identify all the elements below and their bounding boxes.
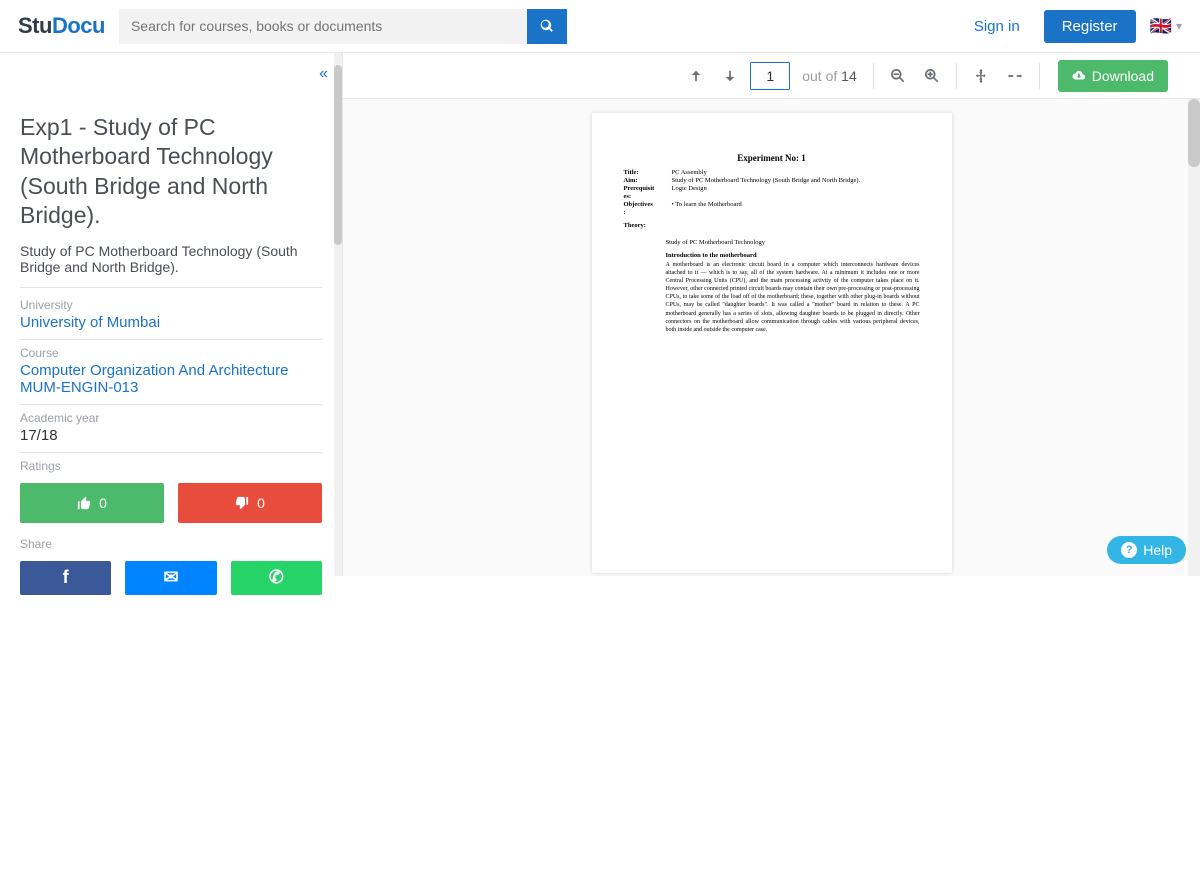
viewer-toolbar: out of 14 Download bbox=[343, 53, 1200, 99]
downvote-button[interactable]: 0 bbox=[178, 483, 322, 523]
logo[interactable]: StuDocu bbox=[18, 13, 105, 39]
help-label: Help bbox=[1143, 542, 1172, 558]
collapse-sidebar-button[interactable]: « bbox=[319, 65, 328, 83]
page-number-input[interactable] bbox=[750, 62, 790, 90]
fit-horizontal-icon bbox=[1008, 69, 1022, 83]
document-title: Exp1 - Study of PC Motherboard Technolog… bbox=[20, 113, 322, 231]
help-button[interactable]: ? Help bbox=[1107, 536, 1186, 564]
viewer-scrollbar[interactable] bbox=[1188, 99, 1200, 576]
sidebar: « Exp1 - Study of PC Motherboard Technol… bbox=[0, 53, 342, 576]
search-box bbox=[119, 9, 567, 44]
upvote-count: 0 bbox=[99, 495, 107, 511]
zoom-in-button[interactable] bbox=[918, 62, 946, 90]
download-button[interactable]: Download bbox=[1058, 60, 1168, 92]
help-icon: ? bbox=[1121, 542, 1137, 558]
share-facebook-button[interactable]: f bbox=[20, 561, 111, 595]
arrow-up-icon bbox=[689, 69, 703, 83]
share-messenger-button[interactable]: ✉ bbox=[125, 561, 216, 595]
download-label: Download bbox=[1092, 68, 1154, 84]
search-icon bbox=[540, 19, 554, 33]
page-up-button[interactable] bbox=[682, 62, 710, 90]
zoom-out-button[interactable] bbox=[884, 62, 912, 90]
logo-part1: Stu bbox=[18, 13, 52, 38]
messenger-icon: ✉ bbox=[163, 567, 178, 588]
share-whatsapp-button[interactable]: ✆ bbox=[231, 561, 322, 595]
page-canvas[interactable]: Experiment No: 1 Title:PC Assembly Aim:S… bbox=[343, 99, 1200, 576]
fit-height-button[interactable] bbox=[967, 62, 995, 90]
document-page: Experiment No: 1 Title:PC Assembly Aim:S… bbox=[592, 113, 952, 573]
zoom-out-icon bbox=[891, 69, 905, 83]
course-link[interactable]: Computer Organization And Architecture M… bbox=[20, 362, 322, 405]
thumb-up-icon bbox=[77, 496, 91, 510]
fit-vertical-icon bbox=[974, 69, 988, 83]
chevron-down-icon: ▾ bbox=[1176, 19, 1182, 33]
search-input[interactable] bbox=[119, 9, 527, 44]
page-down-button[interactable] bbox=[716, 62, 744, 90]
university-link[interactable]: University of Mumbai bbox=[20, 314, 322, 340]
doc-heading: Experiment No: 1 bbox=[624, 153, 920, 163]
flag-icon: 🇬🇧 bbox=[1150, 16, 1172, 37]
document-viewer: out of 14 Download Experiment No: 1 Titl… bbox=[342, 53, 1200, 576]
cloud-download-icon bbox=[1072, 69, 1086, 83]
signin-link[interactable]: Sign in bbox=[974, 18, 1020, 35]
ratings-label: Ratings bbox=[20, 459, 322, 473]
logo-part2: Docu bbox=[52, 13, 105, 38]
page-count-label: out of 14 bbox=[802, 68, 857, 84]
share-label: Share bbox=[20, 537, 322, 551]
upvote-button[interactable]: 0 bbox=[20, 483, 164, 523]
register-button[interactable]: Register bbox=[1044, 10, 1136, 43]
language-picker[interactable]: 🇬🇧 ▾ bbox=[1150, 16, 1182, 37]
document-subtitle: Study of PC Motherboard Technology (Sout… bbox=[20, 243, 322, 288]
thumb-down-icon bbox=[235, 496, 249, 510]
year-label: Academic year bbox=[20, 411, 322, 425]
course-label: Course bbox=[20, 346, 322, 360]
arrow-down-icon bbox=[723, 69, 737, 83]
search-button[interactable] bbox=[527, 9, 567, 44]
facebook-icon: f bbox=[63, 567, 69, 588]
sidebar-scrollbar[interactable] bbox=[334, 53, 342, 576]
university-label: University bbox=[20, 298, 322, 312]
year-value: 17/18 bbox=[20, 427, 322, 453]
fit-width-button[interactable] bbox=[1001, 62, 1029, 90]
whatsapp-icon: ✆ bbox=[269, 567, 284, 588]
zoom-in-icon bbox=[925, 69, 939, 83]
downvote-count: 0 bbox=[257, 495, 265, 511]
